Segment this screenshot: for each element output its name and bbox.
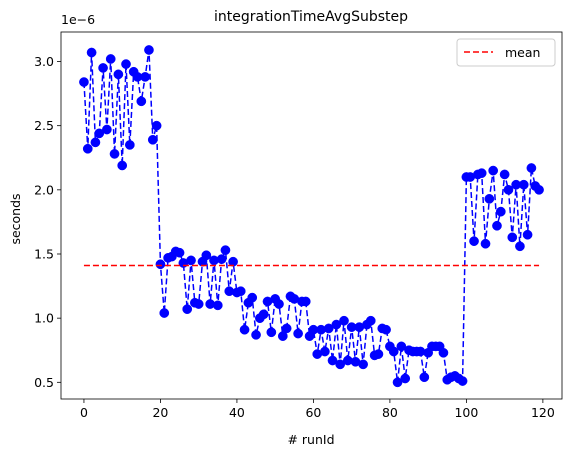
data-point (507, 232, 518, 243)
data-point (94, 128, 105, 139)
data-point (86, 47, 97, 58)
data-point (534, 184, 544, 195)
data-point (381, 324, 391, 335)
legend-mean-label: mean (505, 45, 540, 60)
data-point (331, 319, 342, 330)
data-point (335, 359, 346, 370)
data-point (323, 323, 334, 334)
data-point (365, 315, 376, 326)
data-point (388, 346, 399, 357)
data-point (140, 72, 150, 82)
data-point (392, 377, 403, 388)
data-point (518, 179, 529, 190)
data-point (109, 149, 120, 159)
x-tick-label: 100 (454, 405, 478, 420)
data-point (438, 347, 449, 358)
data-point (251, 329, 261, 340)
y-tick-label: 2.5 (34, 118, 54, 133)
data-point (476, 168, 487, 178)
data-point (495, 206, 506, 217)
data-point (113, 69, 124, 80)
data-point (339, 315, 349, 326)
data-point (212, 300, 223, 311)
data-point (220, 245, 231, 255)
y-tick-label: 3.0 (34, 54, 54, 69)
data-point (503, 184, 514, 195)
data-point (480, 238, 491, 249)
data-point (457, 376, 468, 386)
data-point (159, 308, 170, 318)
legend: mean (456, 38, 556, 67)
data-point (469, 236, 479, 247)
data-point (293, 328, 303, 339)
data-point (400, 373, 411, 384)
x-axis-label: # runId (287, 432, 334, 447)
data-point (515, 241, 525, 252)
data-point (235, 286, 246, 297)
data-point (281, 323, 292, 334)
data-point (182, 304, 193, 315)
data-point (258, 309, 269, 320)
data-point (105, 54, 116, 64)
data-point (79, 77, 89, 87)
data-point (90, 137, 101, 148)
data-point (327, 355, 338, 366)
data-point (193, 299, 204, 309)
data-point (98, 63, 108, 73)
x-tick-label: 0 (80, 405, 88, 420)
data-point (266, 327, 277, 338)
data-point (526, 163, 537, 173)
data-point (522, 229, 533, 240)
x-tick-label: 60 (305, 405, 321, 420)
data-point (136, 96, 147, 107)
x-tick-label: 20 (152, 405, 168, 420)
data-point (396, 341, 407, 352)
data-point (124, 140, 135, 150)
legend-box (456, 38, 556, 67)
data-point (419, 372, 430, 383)
x-axis-ticks: 0 20 40 60 80 100 120 (80, 399, 555, 420)
data-point (216, 254, 227, 264)
data-point (300, 296, 311, 307)
y-axis-label: seconds (8, 193, 23, 244)
y-axis-ticks: 0.5 1.0 1.5 2.0 2.5 3.0 (34, 54, 61, 390)
data-point (247, 292, 258, 303)
x-tick-label: 80 (382, 405, 398, 420)
data-point (499, 169, 510, 180)
data-point (121, 59, 131, 69)
y-tick-label: 0.5 (34, 375, 54, 390)
data-point (373, 349, 384, 359)
data-point (492, 220, 502, 231)
y-tick-label: 1.5 (34, 246, 54, 261)
data-point (320, 346, 330, 357)
x-tick-label: 120 (531, 405, 555, 420)
data-point (228, 256, 238, 267)
y-tick-label: 2.0 (34, 182, 54, 197)
data-point (155, 259, 166, 270)
data-point (201, 250, 212, 261)
data-point (147, 134, 158, 145)
data-point (274, 299, 284, 309)
plot-layer (79, 45, 544, 388)
chart-title: integrationTimeAvgSubstep (214, 9, 408, 25)
data-point (117, 160, 128, 171)
data-point (186, 255, 196, 266)
data-point (488, 165, 499, 176)
plot-frame (60, 31, 563, 400)
data-point (151, 120, 162, 131)
data-point (174, 247, 185, 258)
data-point (484, 193, 495, 204)
data-point (277, 331, 288, 341)
data-point (102, 124, 112, 135)
data-point (358, 359, 368, 370)
data-point (144, 45, 154, 55)
data-point (239, 324, 250, 335)
y-axis-offset-label: 1e−6 (61, 12, 95, 27)
x-tick-label: 40 (229, 405, 245, 420)
y-tick-label: 1.0 (34, 311, 54, 326)
data-point (82, 143, 93, 154)
